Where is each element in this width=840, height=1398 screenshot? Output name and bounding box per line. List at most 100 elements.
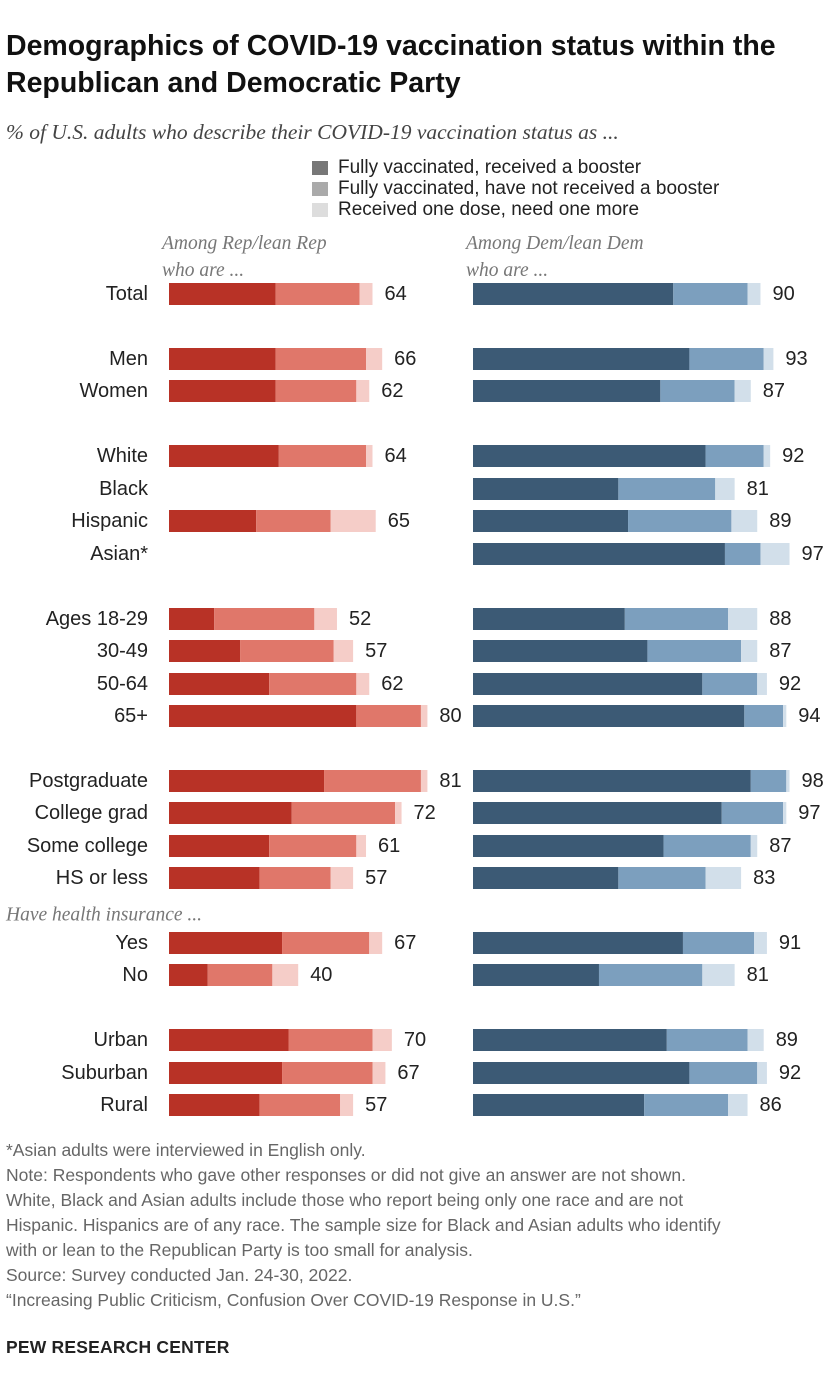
- dem-booster-bar-women: [473, 380, 661, 402]
- dem-total-label-hispanic: 89: [769, 510, 791, 532]
- rep-one-dose-bar-men: [366, 348, 383, 370]
- rep-no-booster-bar-women: [275, 380, 357, 402]
- rep-no-booster-bar-50-64: [269, 673, 357, 695]
- dem-total-label-postgraduate: 98: [802, 770, 824, 792]
- dem-booster-bar-hispanic: [473, 510, 629, 532]
- rep-booster-bar-women: [169, 380, 276, 402]
- row-label-no: No: [122, 964, 148, 986]
- row-label-men: Men: [109, 348, 148, 370]
- note-line: White, Black and Asian adults include th…: [6, 1190, 684, 1210]
- dem-booster-bar-total: [473, 283, 674, 305]
- rep-total-label-postgraduate: 81: [439, 770, 461, 792]
- row-label-hispanic: Hispanic: [71, 510, 148, 532]
- dem-header-line1: Among Dem/lean Dem: [466, 233, 644, 254]
- dem-total-label-suburban: 92: [779, 1062, 801, 1084]
- rep-total-label-urban: 70: [404, 1029, 426, 1051]
- dem-total-label-ages-18-29: 88: [769, 608, 791, 630]
- dem-one-dose-bar-hispanic: [731, 510, 758, 532]
- rep-one-dose-bar-women: [356, 380, 370, 402]
- dem-no-booster-bar-hispanic: [628, 510, 732, 532]
- rep-one-dose-bar-no: [272, 964, 299, 986]
- dem-no-booster-bar-30-49: [647, 640, 742, 662]
- rep-no-booster-bar-total: [275, 283, 360, 305]
- rep-booster-bar-yes: [169, 932, 283, 954]
- dem-one-dose-bar-yes: [754, 932, 767, 954]
- dem-booster-bar-30-49: [473, 640, 648, 662]
- legend-swatch-booster: [312, 160, 328, 175]
- rep-total-label-no: 40: [310, 964, 332, 986]
- dem-one-dose-bar-rural: [728, 1094, 748, 1116]
- row-label-50-64: 50-64: [97, 673, 148, 695]
- rep-total-label-women: 62: [381, 380, 403, 402]
- rep-no-booster-bar-some-college: [269, 835, 357, 857]
- rep-no-booster-bar-hs-or-less: [259, 867, 331, 889]
- rep-no-booster-bar-hispanic: [256, 510, 331, 532]
- dem-booster-bar-some-college: [473, 835, 664, 857]
- rep-booster-bar-50-64: [169, 673, 270, 695]
- rep-no-booster-bar-urban: [288, 1029, 373, 1051]
- dem-total-label-rural: 86: [760, 1094, 782, 1116]
- dem-one-dose-bar-suburban: [757, 1062, 767, 1084]
- section-label-health-insurance: Have health insurance ...: [5, 905, 202, 926]
- rep-booster-bar-total: [169, 283, 276, 305]
- rep-no-booster-bar-30-49: [240, 640, 334, 662]
- row-label-65: 65+: [114, 705, 148, 727]
- rep-column-header: Among Rep/lean Rep who are ...: [162, 230, 327, 284]
- rep-total-label-white: 64: [384, 445, 406, 467]
- row-label-white: White: [97, 445, 148, 467]
- rep-no-booster-bar-white: [278, 445, 367, 467]
- dem-total-label-men: 93: [785, 348, 807, 370]
- dem-no-booster-bar-men: [689, 348, 764, 370]
- rep-no-booster-bar-men: [275, 348, 367, 370]
- rep-header-line1: Among Rep/lean Rep: [162, 233, 327, 254]
- dem-no-booster-bar-ages-18-29: [624, 608, 729, 630]
- legend: Fully vaccinated, received a booster Ful…: [312, 157, 719, 220]
- legend-label-no-booster: Fully vaccinated, have not received a bo…: [338, 178, 720, 199]
- rep-total-label-suburban: 67: [397, 1062, 419, 1084]
- row-label-urban: Urban: [94, 1029, 148, 1051]
- dem-no-booster-bar-rural: [644, 1094, 729, 1116]
- legend-item-no-booster: Fully vaccinated, have not received a bo…: [312, 178, 719, 199]
- rep-one-dose-bar-ages-18-29: [314, 608, 337, 630]
- dem-one-dose-bar-women: [734, 380, 751, 402]
- dem-total-label-some-college: 87: [769, 835, 791, 857]
- rep-total-label-ages-18-29: 52: [349, 608, 371, 630]
- dem-no-booster-bar-hs-or-less: [618, 867, 706, 889]
- dem-no-booster-bar-black: [618, 478, 716, 500]
- dem-total-label-50-64: 92: [779, 673, 801, 695]
- dem-one-dose-bar-hs-or-less: [705, 867, 742, 889]
- row-label-some-college: Some college: [27, 835, 148, 857]
- row-label-women: Women: [79, 380, 148, 402]
- dem-column-header: Among Dem/lean Dem who are ...: [466, 230, 644, 284]
- dem-total-label-yes: 91: [779, 932, 801, 954]
- dem-one-dose-bar-asian: [760, 543, 790, 565]
- dem-no-booster-bar-asian: [724, 543, 761, 565]
- asterisk-note: *Asian adults were interviewed in Englis…: [6, 1140, 366, 1160]
- rep-total-label-some-college: 61: [378, 835, 400, 857]
- rep-no-booster-bar-ages-18-29: [214, 608, 315, 630]
- row-label-hs-or-less: HS or less: [56, 867, 148, 889]
- note-line: Hispanic. Hispanics are of any race. The…: [6, 1215, 721, 1235]
- dem-one-dose-bar-total: [747, 283, 761, 305]
- dem-no-booster-bar-yes: [682, 932, 755, 954]
- dem-booster-bar-black: [473, 478, 619, 500]
- dem-total-label-total: 90: [772, 283, 794, 305]
- dem-one-dose-bar-some-college: [750, 835, 758, 857]
- rep-booster-bar-65: [169, 705, 357, 727]
- rep-no-booster-bar-yes: [282, 932, 370, 954]
- dem-booster-bar-men: [473, 348, 690, 370]
- dem-no-booster-bar-women: [660, 380, 735, 402]
- dem-booster-bar-65: [473, 705, 745, 727]
- dem-one-dose-bar-men: [763, 348, 774, 370]
- dem-booster-bar-no: [473, 964, 599, 986]
- notes-block: *Asian adults were interviewed in Englis…: [6, 1138, 836, 1313]
- dem-total-label-black: 81: [747, 478, 769, 500]
- rep-one-dose-bar-hispanic: [330, 510, 376, 532]
- legend-swatch-no-booster: [312, 181, 328, 196]
- rep-total-label-50-64: 62: [381, 673, 403, 695]
- rep-one-dose-bar-30-49: [333, 640, 354, 662]
- dem-one-dose-bar-no: [702, 964, 735, 986]
- rep-total-label-hispanic: 65: [388, 510, 410, 532]
- rep-one-dose-bar-65: [420, 705, 428, 727]
- dem-one-dose-bar-black: [715, 478, 735, 500]
